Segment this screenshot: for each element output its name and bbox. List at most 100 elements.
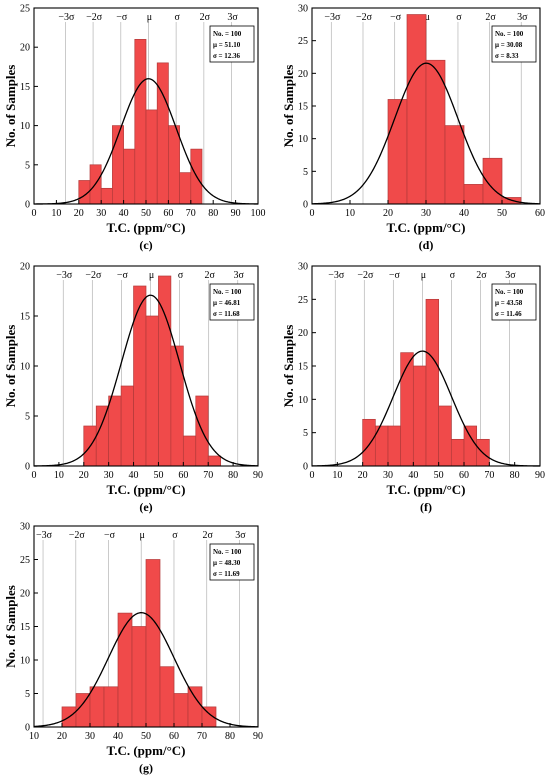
sigma-label: −3σ [58,12,75,23]
y-tick-label: 20 [20,589,30,600]
stats-mean: μ = 51.10 [213,41,241,49]
sigma-label: μ [149,270,154,281]
sigma-label: −3σ [56,270,73,281]
histogram-bar [444,125,465,205]
histogram-bar [412,365,427,467]
y-axis-label: No. of Samples [3,65,18,148]
histogram-bar [131,626,147,728]
y-tick-label: 10 [20,121,30,132]
x-tick-label: 40 [459,208,469,219]
y-tick-label: 25 [298,36,308,47]
normal-curve [311,350,541,467]
stats-mean: μ = 46.81 [213,299,241,307]
x-tick-label: 90 [231,208,241,219]
stats-count: No. = 100 [495,288,524,296]
x-tick-label: 20 [74,208,84,219]
x-tick-label: 60 [163,208,173,219]
sigma-label: −3σ [324,12,341,23]
stats-sigma: σ = 11.46 [495,310,522,318]
sigma-label: −2σ [357,270,374,281]
x-tick-label: 60 [535,208,545,219]
histogram-bar [425,59,446,205]
histogram-bar [482,157,503,205]
sigma-label: σ [174,12,180,23]
sigma-label: −2σ [85,270,102,281]
sigma-label: −3σ [328,270,345,281]
sigma-label: σ [456,12,462,23]
sigma-label: 3σ [234,270,245,281]
histogram-bar [133,285,147,467]
x-tick-label: 10 [345,208,355,219]
stats-sigma: σ = 11.69 [213,570,240,578]
sigma-label: −3σ [36,530,53,541]
histogram-bar [406,14,427,205]
x-tick-label: 70 [484,470,494,481]
x-tick-label: 0 [310,470,315,481]
panel-e: −3σ −2σ −σ μ σ 2σ 3σ 0 10 20 30 40 50 60 70 80 90 0 5 10 15 2… [3,262,263,515]
x-tick-label: 50 [497,208,507,219]
x-axis-label: T.C. (ppm/°C) [387,482,466,497]
x-tick-label: 90 [253,731,263,742]
histogram-bar [117,612,133,728]
x-tick-label: 20 [57,731,67,742]
histogram-bar [95,405,110,467]
normal-curve [33,612,259,728]
x-tick-label: 30 [421,208,431,219]
y-axis-label: No. of Samples [3,585,18,668]
x-tick-label: 50 [141,208,151,219]
histogram-bar [89,686,105,728]
y-tick-label: 0 [303,200,308,211]
stats-box [209,283,255,321]
sigma-label: 3σ [235,530,246,541]
sigma-label: μ [140,530,145,541]
y-tick-label: 15 [20,622,30,633]
histogram-bar [103,686,119,728]
stats-mean: μ = 43.58 [495,299,523,307]
x-tick-label: 90 [253,470,263,481]
x-tick-label: 10 [51,208,61,219]
panel-label: (d) [419,238,434,252]
x-tick-label: 50 [141,731,151,742]
histogram-bar [145,559,161,728]
x-tick-label: 50 [434,470,444,481]
sigma-label: 2σ [485,12,496,23]
y-tick-label: 20 [298,328,308,339]
stats-sigma: σ = 8.33 [495,52,519,60]
stats-box [209,25,255,63]
sigma-label: σ [178,270,184,281]
sigma-label: −σ [117,270,129,281]
panel-label: (e) [139,500,152,514]
sigma-label: σ [172,530,178,541]
histogram-bar [450,438,465,467]
histogram-bar [123,148,136,205]
x-tick-label: 60 [169,731,179,742]
y-tick-label: 10 [20,362,30,373]
y-tick-label: 5 [25,689,30,700]
sigma-label: μ [425,12,430,23]
x-tick-label: 20 [358,470,368,481]
histogram-bar [134,39,147,205]
stats-count: No. = 100 [213,288,242,296]
sigma-label: −2σ [69,530,86,541]
panel-f: −3σ −2σ −σ μ σ 2σ 3σ 0 10 20 30 40 50 60 70 80 90 0 5 10 15 2… [281,262,545,515]
y-tick-label: 25 [20,555,30,566]
histogram-bar [387,425,402,467]
histogram-bar [207,455,222,467]
sigma-label: μ [421,270,426,281]
histogram-bar [120,385,134,467]
sigma-label: −2σ [86,12,103,23]
histogram-bar [108,395,122,467]
x-tick-label: 60 [459,470,469,481]
x-tick-label: 90 [535,470,545,481]
y-tick-label: 30 [298,262,308,273]
stats-mean: μ = 48.30 [213,559,241,567]
y-tick-label: 5 [303,428,308,439]
stats-count: No. = 100 [495,30,524,38]
sigma-label: 3σ [227,12,238,23]
stats-sigma: σ = 12.36 [213,52,241,60]
x-tick-label: 30 [85,731,95,742]
y-tick-label: 30 [20,522,30,533]
stats-mean: μ = 30.08 [495,41,523,49]
y-tick-label: 20 [20,262,30,273]
x-tick-label: 100 [251,208,266,219]
